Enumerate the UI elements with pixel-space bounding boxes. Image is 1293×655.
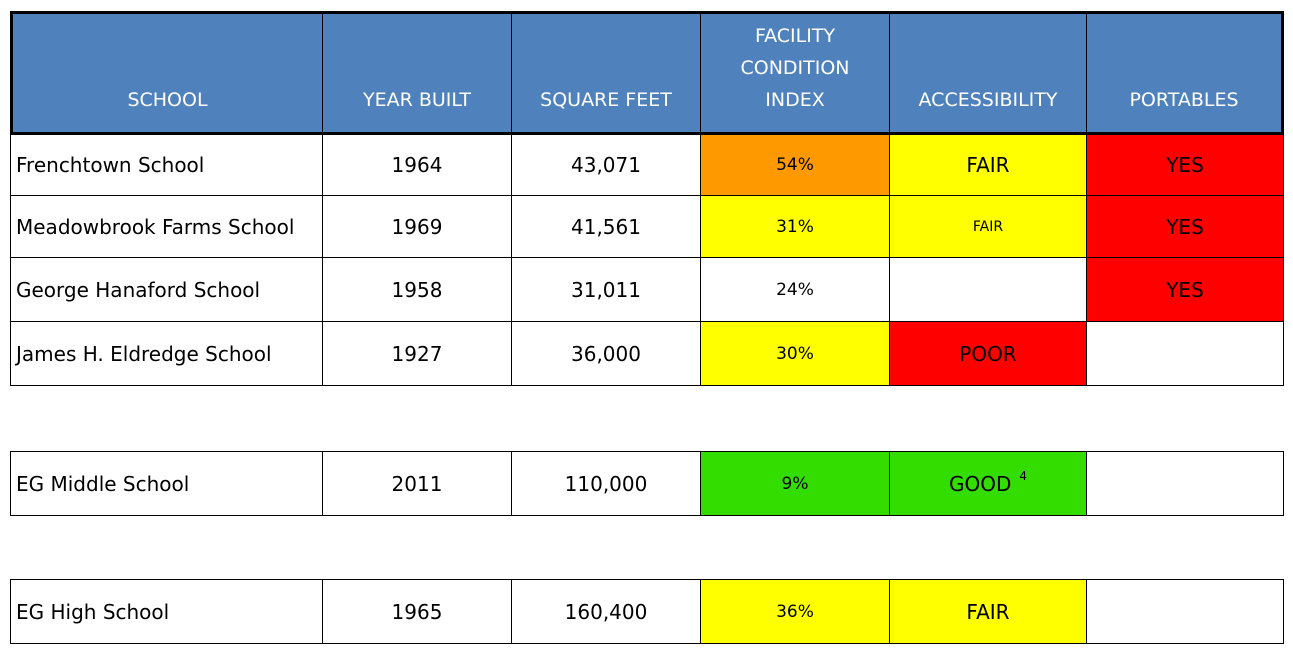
square-feet-cell: 110,000 [512,452,701,516]
year-built-cell: 1964 [323,135,512,196]
year-built-cell: 2011 [323,452,512,516]
fci-cell: 30% [701,322,890,386]
school-cell: Frenchtown School [10,135,323,196]
column-header-school: SCHOOL [13,14,323,132]
square-feet-cell: 43,071 [512,135,701,196]
year-built-cell-text: 2011 [391,471,443,496]
year-built-cell-text: 1969 [391,214,443,239]
portables-cell: YES [1087,135,1284,196]
year-built-cell-text: 1964 [391,153,443,177]
square-feet-cell: 41,561 [512,196,701,258]
school-cell: George Hanaford School [10,258,323,322]
accessibility-cell: FAIR [890,580,1087,644]
square-feet-cell: 31,011 [512,258,701,322]
portables-cell-text: YES [1166,153,1204,177]
school-cell-text: George Hanaford School [16,277,261,302]
portables-cell: YES [1087,258,1284,322]
square-feet-cell: 36,000 [512,322,701,386]
accessibility-cell [890,258,1087,322]
portables-cell [1087,452,1284,516]
year-built-cell: 1965 [323,580,512,644]
year-built-cell-text: 1927 [391,341,443,366]
table-row: George Hanaford School 1958 31,011 24% YES [10,258,1284,322]
portables-cell-text: YES [1166,277,1204,302]
accessibility-cell-text: FAIR [966,153,1010,177]
column-header-year-built: YEAR BUILT [323,14,512,132]
fci-cell-text: 30% [776,343,814,364]
square-feet-cell-text: 41,561 [571,214,641,239]
accessibility-cell-text: POOR [959,341,1017,366]
accessibility-cell: GOOD 4 [890,452,1087,516]
table-group-elementary: Frenchtown School 1964 43,071 54% FAIR YES Mea… [10,135,1284,386]
year-built-cell: 1958 [323,258,512,322]
school-cell: EG High School [10,580,323,644]
year-built-cell-text: 1958 [391,277,443,302]
portables-cell: YES [1087,196,1284,258]
fci-cell-text: 31% [776,216,814,237]
table-row: James H. Eldredge School 1927 36,000 30% POO… [10,322,1284,386]
fci-cell: 36% [701,580,890,644]
school-cell-text: EG High School [16,599,170,624]
square-feet-cell-text: 43,071 [571,153,641,177]
school-cell: EG Middle School [10,452,323,516]
fci-cell: 31% [701,196,890,258]
footnote-marker: 4 [1019,468,1028,483]
table-header: SCHOOL YEAR BUILT SQUARE FEET FACILITY COND… [10,11,1284,135]
school-cell-text: Frenchtown School [16,153,205,177]
column-header-facility-condition-index: FACILITY CONDITION INDEX [701,14,890,132]
fci-cell: 24% [701,258,890,322]
year-built-cell: 1969 [323,196,512,258]
table-row: EG High School 1965 160,400 36% FAIR [10,580,1284,644]
year-built-cell-text: 1965 [391,599,443,624]
table-row: EG Middle School 2011 110,000 9% GOOD 4 [10,452,1284,516]
year-built-cell: 1927 [323,322,512,386]
portables-cell-text: YES [1166,214,1204,239]
accessibility-cell-text: FAIR [966,599,1010,624]
accessibility-cell: FAIR [890,135,1087,196]
column-header-portables: PORTABLES [1087,14,1281,132]
fci-cell-text: 36% [776,601,814,622]
table-group-middle: EG Middle School 2011 110,000 9% GOOD 4 [10,451,1284,516]
accessibility-cell-text: FAIR [972,218,1004,235]
column-header-accessibility: ACCESSIBILITY [890,14,1087,132]
square-feet-cell-text: 36,000 [571,341,641,366]
fci-cell-text: 9% [781,473,809,494]
fci-cell: 9% [701,452,890,516]
square-feet-cell-text: 160,400 [564,599,648,624]
school-cell-text: James H. Eldredge School [16,341,272,366]
square-feet-cell: 160,400 [512,580,701,644]
school-cell-text: Meadowbrook Farms School [16,214,295,239]
school-cell-text: EG Middle School [16,471,190,496]
accessibility-cell: FAIR [890,196,1087,258]
portables-cell [1087,580,1284,644]
school-cell: Meadowbrook Farms School [10,196,323,258]
fci-cell-text: 54% [776,155,814,175]
accessibility-cell-text: GOOD [948,471,1012,496]
fci-cell: 54% [701,135,890,196]
portables-cell [1087,322,1284,386]
square-feet-cell-text: 31,011 [571,277,641,302]
square-feet-cell-text: 110,000 [564,471,648,496]
table-row: Frenchtown School 1964 43,071 54% FAIR YES [10,135,1284,196]
accessibility-cell: POOR [890,322,1087,386]
school-cell: James H. Eldredge School [10,322,323,386]
fci-cell-text: 24% [776,279,814,300]
column-header-square-feet: SQUARE FEET [512,14,701,132]
table-group-high: EG High School 1965 160,400 36% FAIR [10,579,1284,644]
table-row: Meadowbrook Farms School 1969 41,561 31% FAI… [10,196,1284,258]
